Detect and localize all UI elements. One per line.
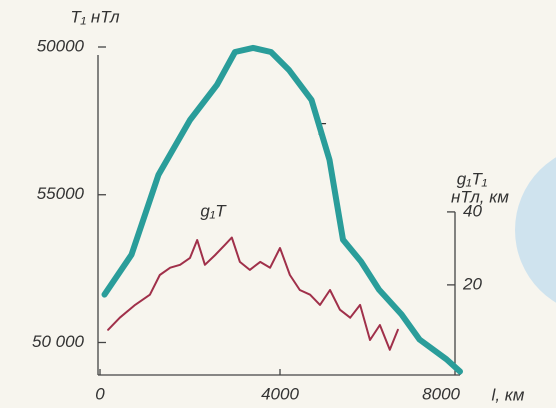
y-tick-label: 55000: [37, 184, 85, 203]
y2-tick-label: 40: [463, 201, 482, 220]
y2-axis-label: g₁T₁: [457, 169, 488, 188]
y-axis-label: T₁ нТл: [70, 7, 120, 26]
y-tick-label: 50000: [37, 36, 85, 55]
y2-tick-label: 20: [462, 274, 482, 293]
background-disc: [515, 157, 556, 303]
y-tick-label: 50 000: [32, 332, 85, 351]
series-label: g₁T: [200, 201, 227, 220]
x-tick-label: 8000: [422, 384, 460, 403]
x-axis-label: l, км: [492, 385, 525, 404]
x-tick-label: 0: [95, 384, 105, 403]
series-line: [101, 44, 463, 375]
y2-axis-label: нТл, км: [451, 187, 509, 206]
series-line: [107, 236, 399, 351]
x-tick-label: 4000: [261, 384, 299, 403]
